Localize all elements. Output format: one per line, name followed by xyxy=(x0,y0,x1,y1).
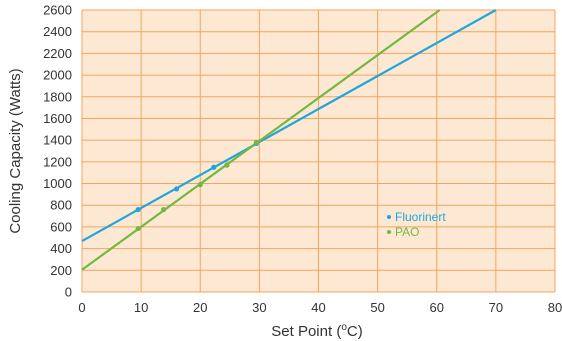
x-tick-label: 20 xyxy=(193,300,207,315)
y-tick-label: 1000 xyxy=(43,176,72,191)
data-point-fluorinert xyxy=(174,186,180,192)
series-line-pao xyxy=(81,9,441,271)
y-tick-label: 800 xyxy=(50,198,72,213)
data-point-pao xyxy=(160,206,167,213)
legend-marker-fluorinert xyxy=(387,215,391,219)
legend-label-fluorinert: Fluorinert xyxy=(395,210,446,224)
x-tick-label: 30 xyxy=(252,300,266,315)
x-axis-title: Set Point (oC) xyxy=(271,322,362,340)
data-point-pao xyxy=(253,139,260,145)
data-point-pao xyxy=(135,225,141,232)
data-point-fluorinert xyxy=(211,164,217,170)
y-tick-label: 1400 xyxy=(43,133,72,148)
y-tick-label: 1600 xyxy=(43,111,72,126)
y-tick-label: 200 xyxy=(50,263,72,278)
y-tick-label: 1200 xyxy=(43,154,72,169)
y-tick-label: 1800 xyxy=(43,89,72,104)
x-tick-label: 0 xyxy=(78,300,85,315)
series-lines xyxy=(81,9,497,271)
series-line-fluorinert xyxy=(81,9,497,242)
data-point-pao xyxy=(224,162,230,168)
y-tick-label: 400 xyxy=(50,241,72,256)
legend-label-pao: PAO xyxy=(395,225,419,239)
x-tick-labels: 0 10 20 30 40 50 60 70 80 xyxy=(78,300,562,315)
x-axis-title-superscript: o xyxy=(341,322,347,333)
x-tick-label: 80 xyxy=(548,300,562,315)
x-tick-label: 60 xyxy=(430,300,444,315)
x-axis-title-main: Set Point ( xyxy=(271,323,341,340)
x-tick-label: 70 xyxy=(489,300,503,315)
x-tick-label: 10 xyxy=(134,300,148,315)
legend-marker-pao xyxy=(387,230,391,234)
y-axis-title: Cooling Capacity (Watts) xyxy=(7,68,24,233)
data-point-pao xyxy=(197,182,203,188)
grid-lines xyxy=(81,9,556,293)
y-tick-label: 2600 xyxy=(43,3,72,18)
y-tick-label: 0 xyxy=(65,285,72,300)
y-tick-labels: 0 200 400 600 800 1000 1200 1400 1600 1800 2000 220… xyxy=(43,3,72,300)
y-tick-label: 2400 xyxy=(43,24,72,39)
y-tick-label: 2000 xyxy=(43,68,72,83)
x-tick-label: 50 xyxy=(370,300,384,315)
data-point-fluorinert xyxy=(135,206,141,213)
y-tick-label: 2200 xyxy=(43,46,72,61)
y-tick-label: 600 xyxy=(50,219,72,234)
series-points xyxy=(135,139,260,232)
x-axis-title-suffix: C) xyxy=(347,323,363,340)
x-tick-label: 40 xyxy=(311,300,325,315)
